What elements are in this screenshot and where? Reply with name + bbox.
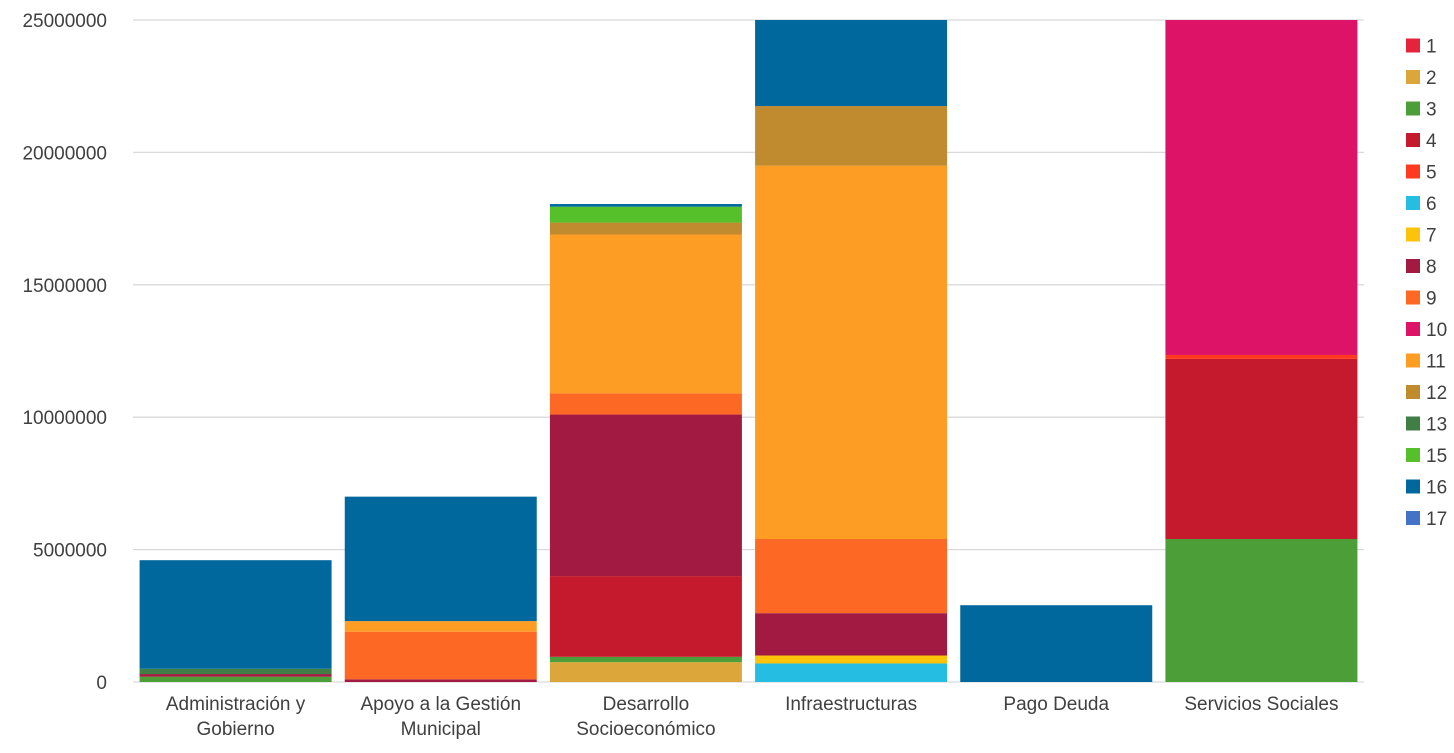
legend-swatch-11 [1406, 353, 1420, 368]
bar-segment-series-11-cat-2 [549, 234, 742, 394]
legend-swatch-15 [1406, 448, 1420, 462]
bar-segment-series-16-cat-2 [549, 204, 742, 207]
bar-segment-series-10-cat-5 [1165, 20, 1358, 355]
legend-label-12: 12 [1426, 383, 1447, 404]
bar-segment-series-9-cat-1 [344, 631, 537, 680]
bar-segment-series-8-cat-1 [344, 679, 537, 682]
y-tick-label: 20000000 [22, 143, 107, 164]
x-tick-label: Municipal [401, 719, 481, 740]
legend-swatch-4 [1406, 133, 1420, 147]
legend-label-4: 4 [1426, 131, 1437, 152]
bar-segment-series-16-cat-3 [755, 20, 948, 107]
y-tick-label: 25000000 [22, 11, 107, 32]
legend-label-7: 7 [1426, 226, 1437, 247]
y-tick-label: 5000000 [33, 541, 107, 562]
bar-segment-series-11-cat-1 [344, 621, 537, 632]
legend-label-16: 16 [1426, 478, 1447, 499]
x-tick-label: Apoyo a la Gestión [360, 694, 521, 715]
legend-label-1: 1 [1426, 37, 1437, 58]
legend-swatch-16 [1406, 479, 1420, 494]
bar-segment-series-13-cat-0 [139, 668, 332, 675]
x-tick-label: Desarrollo [603, 694, 690, 715]
legend-swatch-10 [1406, 322, 1420, 336]
x-axis-tick-labels: Administración y Gobierno Apoyo a la Gesti… [166, 694, 1339, 740]
x-tick-label: Servicios Sociales [1184, 694, 1338, 715]
legend-swatch-3 [1406, 101, 1420, 116]
x-tick-label: Pago Deuda [1003, 694, 1109, 715]
legend-swatch-17 [1406, 511, 1420, 525]
legend-swatch-9 [1406, 290, 1420, 305]
legend-swatch-13 [1406, 416, 1420, 431]
legend-label-8: 8 [1426, 257, 1437, 278]
x-tick-label: Administración y [166, 694, 306, 715]
bar-segment-series-4-cat-5 [1165, 358, 1358, 540]
legend-label-10: 10 [1426, 320, 1447, 341]
legend-swatch-7 [1406, 227, 1420, 242]
legend-label-17: 17 [1426, 509, 1447, 530]
legend-swatch-5 [1406, 164, 1420, 179]
legend-label-6: 6 [1426, 194, 1437, 215]
bar-segment-series-4-cat-2 [549, 576, 742, 657]
bar-segment-series-3-cat-2 [549, 656, 742, 663]
bar-segment-series-6-cat-3 [755, 663, 948, 682]
legend-label-2: 2 [1426, 68, 1437, 89]
y-tick-label: 15000000 [22, 276, 107, 297]
x-tick-label: Socioeconómico [576, 719, 715, 740]
legend-swatch-1 [1406, 38, 1420, 53]
x-tick-label: Gobierno [196, 719, 274, 740]
bar-segment-series-3-cat-0 [139, 676, 332, 682]
bar-segment-series-3-cat-5 [1165, 539, 1358, 682]
legend-label-11: 11 [1426, 352, 1446, 373]
y-tick-label: 10000000 [22, 408, 107, 429]
bar-segment-series-16-cat-1 [344, 496, 537, 622]
bar-segment-series-8-cat-0 [139, 674, 332, 677]
x-tick-label: Infraestructuras [785, 694, 917, 715]
bar-segment-series-8-cat-2 [549, 414, 742, 577]
gridlines [133, 19, 1364, 683]
bar-segment-series-8-cat-3 [755, 613, 948, 656]
y-tick-label: 0 [96, 673, 107, 694]
bar-segment-series-16-cat-0 [139, 560, 332, 669]
bar-segment-series-11-cat-3 [755, 165, 948, 540]
bar-segment-series-12-cat-2 [549, 222, 742, 235]
legend-swatch-6 [1406, 196, 1420, 210]
legend-swatch-8 [1406, 259, 1420, 273]
bars [139, 20, 1358, 682]
bar-segment-series-16-cat-4 [960, 605, 1153, 682]
legend-label-15: 15 [1426, 446, 1447, 467]
legend-label-5: 5 [1426, 163, 1437, 184]
bar-segment-series-2-cat-2 [549, 662, 742, 682]
bar-segment-series-9-cat-2 [549, 393, 742, 415]
legend-swatch-2 [1406, 70, 1420, 84]
bar-segment-series-7-cat-3 [755, 655, 948, 664]
legend-swatch-12 [1406, 385, 1420, 399]
bar-segment-series-12-cat-3 [755, 106, 948, 166]
bar-segment-series-5-cat-5 [1165, 354, 1358, 359]
bar-segment-series-9-cat-3 [755, 539, 948, 614]
legend-label-13: 13 [1426, 415, 1447, 436]
y-axis-tick-labels: 0 5000000 10000000 15000000 20000000 25000000 [22, 11, 107, 694]
legend-label-9: 9 [1426, 289, 1437, 310]
legend-label-3: 3 [1426, 100, 1437, 121]
bar-segment-series-15-cat-2 [549, 206, 742, 223]
